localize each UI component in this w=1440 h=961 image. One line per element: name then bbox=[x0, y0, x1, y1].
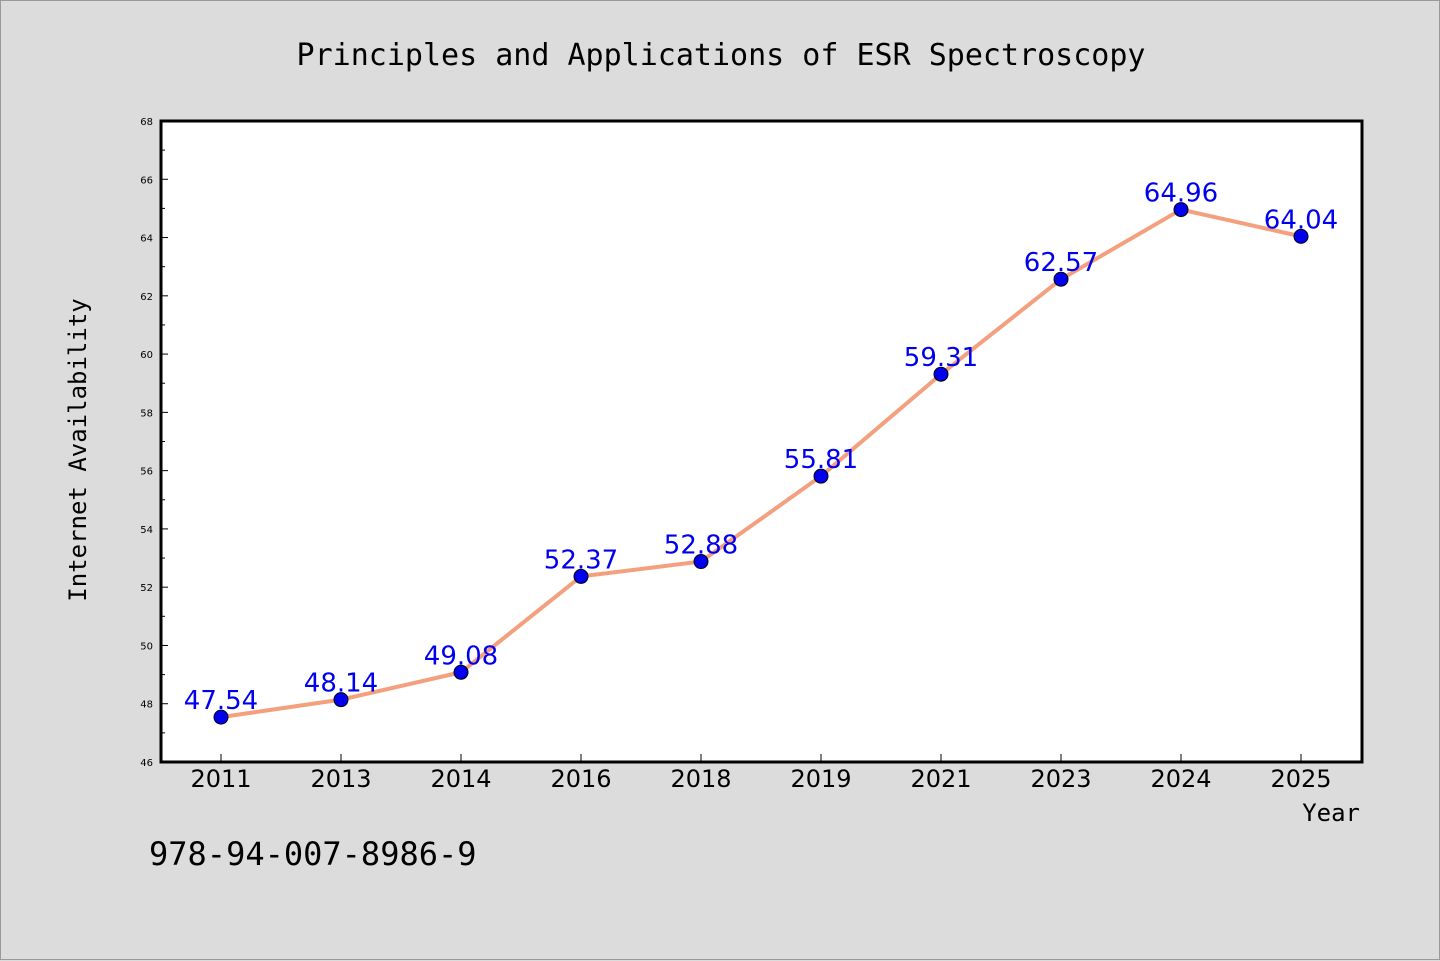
x-tick-label: 2025 bbox=[1270, 765, 1331, 793]
y-tick-label: 66 bbox=[140, 175, 153, 186]
data-label: 49.08 bbox=[424, 641, 498, 671]
isbn-text: 978-94-007-8986-9 bbox=[149, 835, 477, 873]
data-point bbox=[573, 568, 589, 584]
y-tick-label: 54 bbox=[140, 525, 153, 536]
data-point bbox=[213, 709, 229, 725]
y-tick-label: 68 bbox=[140, 117, 153, 128]
y-tick-label: 64 bbox=[140, 234, 153, 245]
x-tick-label: 2024 bbox=[1150, 765, 1211, 793]
data-label: 62.57 bbox=[1024, 248, 1098, 278]
x-tick-label: 2018 bbox=[670, 765, 731, 793]
x-tick-label: 2016 bbox=[550, 765, 611, 793]
x-axis-label: Year bbox=[1302, 799, 1360, 827]
y-tick-label: 48 bbox=[140, 700, 153, 711]
x-tick-label: 2023 bbox=[1030, 765, 1091, 793]
plot-area bbox=[159, 119, 1364, 764]
data-label: 64.04 bbox=[1264, 205, 1338, 235]
y-tick-label: 62 bbox=[140, 292, 153, 303]
x-tick-label: 2019 bbox=[790, 765, 851, 793]
data-point bbox=[1293, 228, 1309, 244]
y-tick-label: 50 bbox=[140, 641, 153, 652]
y-tick-label: 56 bbox=[140, 467, 153, 478]
chart-title: Principles and Applications of ESR Spect… bbox=[297, 38, 1146, 73]
y-tick-label: 52 bbox=[140, 583, 153, 594]
data-point bbox=[1053, 271, 1069, 287]
data-point bbox=[1173, 202, 1189, 218]
data-point bbox=[693, 554, 709, 570]
data-label: 64.96 bbox=[1144, 179, 1218, 209]
data-point bbox=[453, 664, 469, 680]
x-tick-label: 2013 bbox=[310, 765, 371, 793]
series-layer: 47.54 48.14 49.08 52.37 52.88 55.81 59.31 62.57… bbox=[184, 179, 1338, 725]
x-tick-label: 2021 bbox=[910, 765, 971, 793]
data-point bbox=[933, 366, 949, 382]
data-label: 52.37 bbox=[544, 545, 618, 575]
y-axis: 46 48 50 52 54 56 58 60 62 64 66 68 bbox=[140, 117, 168, 769]
x-tick-label: 2014 bbox=[430, 765, 491, 793]
y-tick-label: 58 bbox=[140, 408, 153, 419]
data-label: 48.14 bbox=[304, 669, 378, 699]
data-point bbox=[333, 692, 349, 708]
y-tick-label: 46 bbox=[140, 758, 153, 769]
x-tick-label: 2011 bbox=[190, 765, 251, 793]
data-label: 59.31 bbox=[904, 343, 978, 373]
y-axis-label: Internet Availability bbox=[64, 298, 92, 601]
data-label: 47.54 bbox=[184, 686, 258, 716]
data-point bbox=[813, 468, 829, 484]
y-tick-label: 60 bbox=[140, 350, 153, 361]
x-axis: 2011 2013 2014 2016 2018 2019 2021 2023 2024 2025 bbox=[190, 754, 1332, 793]
series-line bbox=[219, 207, 1303, 720]
data-label: 52.88 bbox=[664, 531, 738, 561]
data-label: 55.81 bbox=[784, 445, 858, 475]
